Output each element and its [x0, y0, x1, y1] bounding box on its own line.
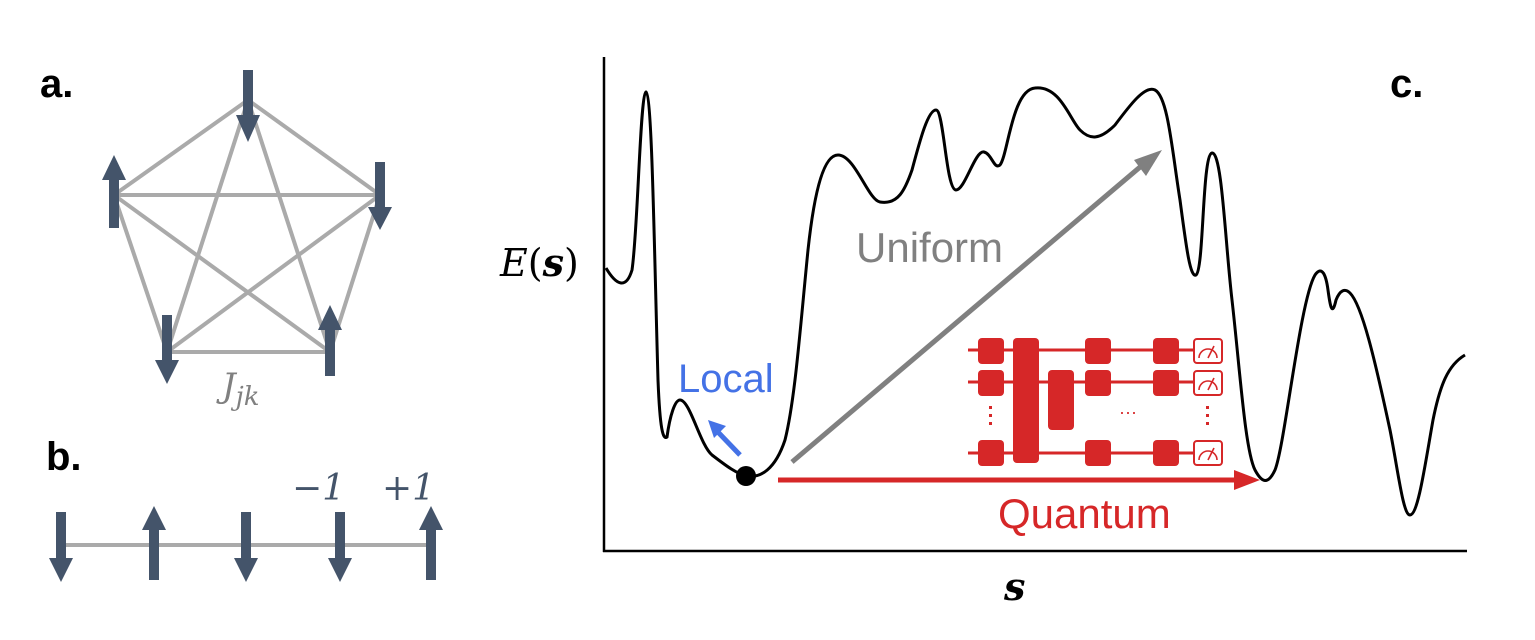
- coupling-edge: [112, 98, 250, 197]
- coupling-edge: [112, 193, 332, 354]
- y-axis-label: E(s): [499, 240, 579, 285]
- panel-b: b. −1 +1: [46, 435, 443, 582]
- spin-down-arrow: [236, 70, 260, 142]
- spin-value-down: −1: [292, 468, 345, 509]
- quantum-circuit-icon: ···: [968, 338, 1223, 466]
- spin-down-arrow: [234, 512, 258, 582]
- uniform-move-arrow: [790, 150, 1162, 464]
- coupling-edge: [165, 193, 382, 354]
- local-move-arrow: [708, 420, 742, 457]
- coupling-label: Jjk: [216, 366, 259, 412]
- spin-down-arrow: [368, 162, 392, 230]
- spin-arrows-chain: [49, 506, 443, 582]
- spin-arrows-graph: [102, 70, 392, 384]
- spin-value-up: +1: [382, 468, 435, 509]
- coupling-edge: [165, 99, 250, 353]
- circuit-ellipsis: ···: [1119, 402, 1137, 422]
- spin-down-arrow: [328, 512, 352, 582]
- quantum-label: Quantum: [998, 490, 1171, 537]
- panel-a-label: a.: [40, 62, 73, 106]
- spin-up-arrow: [142, 506, 166, 580]
- spin-down-arrow: [155, 315, 179, 384]
- coupling-graph: [112, 98, 382, 354]
- spin-down-arrow: [49, 512, 73, 582]
- panel-b-label: b.: [46, 435, 82, 479]
- spin-up-arrow: [318, 305, 342, 376]
- quantum-move-arrow: [778, 470, 1260, 490]
- panel-a: a.: [40, 62, 392, 412]
- coupling-edge: [246, 98, 382, 197]
- spin-up-arrow: [419, 506, 443, 580]
- panel-c-label: c.: [1390, 62, 1423, 106]
- spin-up-arrow: [102, 155, 126, 228]
- coupling-edge: [112, 194, 169, 353]
- coupling-edge: [246, 99, 332, 353]
- local-label: Local: [678, 357, 774, 401]
- energy-landscape-curve: [604, 86, 1466, 517]
- x-axis-label: s: [1003, 564, 1025, 609]
- current-state-point: [736, 466, 756, 486]
- panel-c: c. E(s) s Local Uniform Quantum: [499, 57, 1467, 609]
- uniform-label: Uniform: [856, 224, 1003, 271]
